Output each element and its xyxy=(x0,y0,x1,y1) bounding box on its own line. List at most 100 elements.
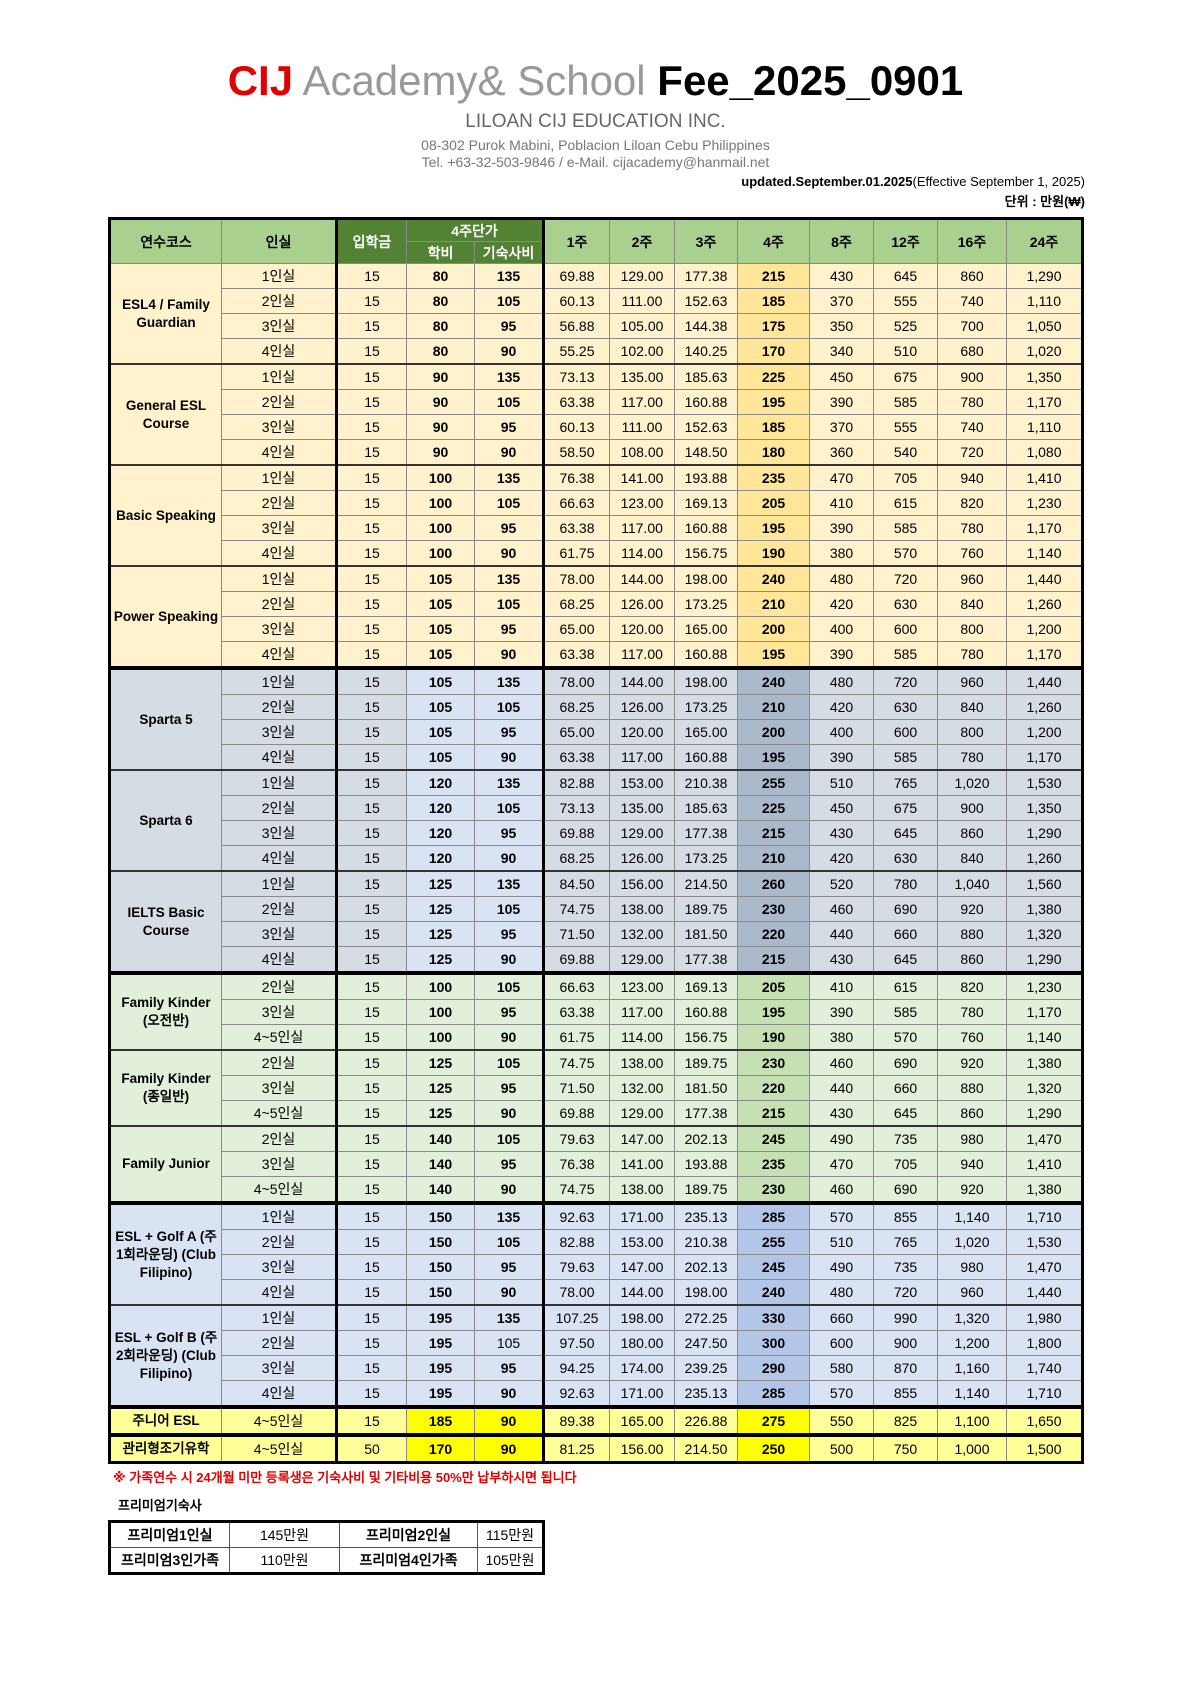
cell-tuition: 105 xyxy=(406,744,475,771)
content-flow: 연수코스 인실 입학금 4주단가 1주 2주 3주 4주 8주 12주 16주 … xyxy=(108,217,1098,1575)
cell-week-3: 152.63 xyxy=(674,288,738,314)
cell-room: 3인실 xyxy=(221,1151,337,1177)
cell-room: 2인실 xyxy=(221,694,337,720)
cell-week-12: 510 xyxy=(873,338,938,365)
cell-week-8: 430 xyxy=(809,1100,874,1127)
table-row: Power Speaking 1인실 15 105 135 78.00 144.00 198.… xyxy=(109,565,1083,669)
cell-week-24: 1,260 xyxy=(1006,591,1083,617)
cell-entry: 15 xyxy=(335,1151,407,1177)
course-name: ESL4 / Family Guardian xyxy=(109,263,222,365)
cell-entry: 15 xyxy=(335,896,407,922)
cell-week-4: 330 xyxy=(737,1304,810,1331)
cell-tuition: 105 xyxy=(406,641,475,669)
cell-week-4: 195 xyxy=(737,389,810,415)
table-row: 4~5인실 15 100 90 61.75 114.00 156.75 190 380 570 76… xyxy=(110,1024,1083,1051)
cell-week-16: 840 xyxy=(937,694,1007,720)
cell-room: 3인실 xyxy=(221,719,337,745)
cell-week-24: 1,320 xyxy=(1006,921,1083,947)
cell-week-8: 460 xyxy=(809,896,874,922)
cell-week-8: 350 xyxy=(809,313,874,339)
cell-tuition: 90 xyxy=(406,389,475,415)
cell-dorm: 105 xyxy=(474,490,544,516)
cell-week-2: 123.00 xyxy=(609,490,675,516)
cell-week-8: 490 xyxy=(809,1125,874,1152)
cell-week-4: 195 xyxy=(737,515,810,541)
cell-week-12: 645 xyxy=(873,263,938,289)
cell-week-4: 175 xyxy=(737,313,810,339)
cell-week-24: 1,140 xyxy=(1006,540,1083,567)
cell-week-8: 370 xyxy=(809,414,874,440)
cell-week-2: 114.00 xyxy=(609,540,675,567)
cell-week-16: 760 xyxy=(937,540,1007,567)
cell-week-4: 240 xyxy=(737,1279,810,1306)
cell-week-4: 195 xyxy=(737,744,810,771)
cell-week-3: 169.13 xyxy=(674,490,738,516)
cell-week-12: 630 xyxy=(873,845,938,872)
cell-week-4: 195 xyxy=(737,641,810,669)
cell-week-8: 390 xyxy=(809,641,874,669)
cell-tuition: 125 xyxy=(406,1075,475,1101)
cell-entry: 15 xyxy=(335,1176,407,1204)
cell-week-16: 700 xyxy=(937,313,1007,339)
cell-dorm: 135 xyxy=(474,363,544,390)
table-row: 3인실 15 140 95 76.38 141.00 193.88 235 470 705 940 1… xyxy=(110,1151,1083,1177)
cell-week-8: 420 xyxy=(809,845,874,872)
cell-week-1: 60.13 xyxy=(542,288,610,314)
cell-week-1: 66.63 xyxy=(542,971,610,1000)
cell-week-2: 111.00 xyxy=(609,288,675,314)
cell-week-1: 79.63 xyxy=(542,1125,610,1152)
cell-week-3: 210.38 xyxy=(674,1229,738,1255)
cell-week-1: 71.50 xyxy=(542,921,610,947)
cell-tuition: 195 xyxy=(406,1380,475,1408)
cell-week-3: 214.50 xyxy=(674,870,738,897)
cell-tuition: 140 xyxy=(406,1151,475,1177)
cell-week-12: 540 xyxy=(873,439,938,466)
contact: Tel. +63-32-503-9846 / e-Mail. cijacadem… xyxy=(421,154,770,170)
cell-week-3: 165.00 xyxy=(674,616,738,642)
cell-dorm: 95 xyxy=(474,1151,544,1177)
cell-entry: 15 xyxy=(335,439,407,466)
cell-week-3: 185.63 xyxy=(674,795,738,821)
cell-week-2: 129.00 xyxy=(609,1100,675,1127)
cell-room: 4~5인실 xyxy=(221,1433,337,1463)
cell-week-12: 660 xyxy=(873,1075,938,1101)
cell-week-8: 410 xyxy=(809,971,874,1000)
cell-dorm: 95 xyxy=(474,616,544,642)
premium-dorm-title: 프리미엄기숙사 xyxy=(118,1498,202,1513)
cell-week-16: 840 xyxy=(937,845,1007,872)
table-row: 4인실 15 195 90 92.63 171.00 235.13 285 570 855 1,14… xyxy=(110,1380,1083,1408)
cell-week-2: 117.00 xyxy=(609,641,675,669)
table-row: 4~5인실 15 140 90 74.75 138.00 189.75 230 460 690 92… xyxy=(110,1176,1083,1204)
cell-week-24: 1,200 xyxy=(1006,616,1083,642)
cell-week-12: 825 xyxy=(873,1405,938,1436)
table-row: 2인실 15 105 105 68.25 126.00 173.25 210 420 630 840… xyxy=(110,694,1083,720)
cell-room: 1인실 xyxy=(221,464,337,491)
cell-week-3: 214.50 xyxy=(674,1433,738,1463)
cell-week-3: 177.38 xyxy=(674,820,738,846)
cell-week-2: 102.00 xyxy=(609,338,675,365)
premium-row: 프리미엄1인실 145만원 프리미엄2인실 115만원 xyxy=(109,1521,544,1548)
cell-week-4: 185 xyxy=(737,288,810,314)
cell-entry: 15 xyxy=(335,795,407,821)
cell-week-24: 1,380 xyxy=(1006,1176,1083,1204)
cell-entry: 15 xyxy=(335,263,407,289)
cell-week-3: 226.88 xyxy=(674,1405,738,1436)
cell-week-2: 126.00 xyxy=(609,845,675,872)
cell-week-8: 580 xyxy=(809,1355,874,1381)
cell-week-8: 660 xyxy=(809,1304,874,1331)
cell-week-4: 225 xyxy=(737,363,810,390)
cell-tuition: 125 xyxy=(406,896,475,922)
cell-week-3: 198.00 xyxy=(674,666,738,695)
cell-room: 2인실 xyxy=(221,896,337,922)
cell-room: 2인실 xyxy=(221,795,337,821)
updated-date: updated.September.01.2025(Effective Sept… xyxy=(741,174,1085,190)
cell-dorm: 90 xyxy=(474,1405,544,1436)
cell-tuition: 120 xyxy=(406,795,475,821)
cell-week-16: 800 xyxy=(937,616,1007,642)
table-row: Sparta 6 1인실 15 120 135 82.88 153.00 210.38 255 5… xyxy=(109,769,1083,872)
cell-room: 4인실 xyxy=(221,1279,337,1306)
header-week-8: 8주 xyxy=(809,218,874,264)
cell-week-24: 1,470 xyxy=(1006,1254,1083,1280)
cell-week-1: 60.13 xyxy=(542,414,610,440)
cell-tuition: 125 xyxy=(406,1049,475,1076)
